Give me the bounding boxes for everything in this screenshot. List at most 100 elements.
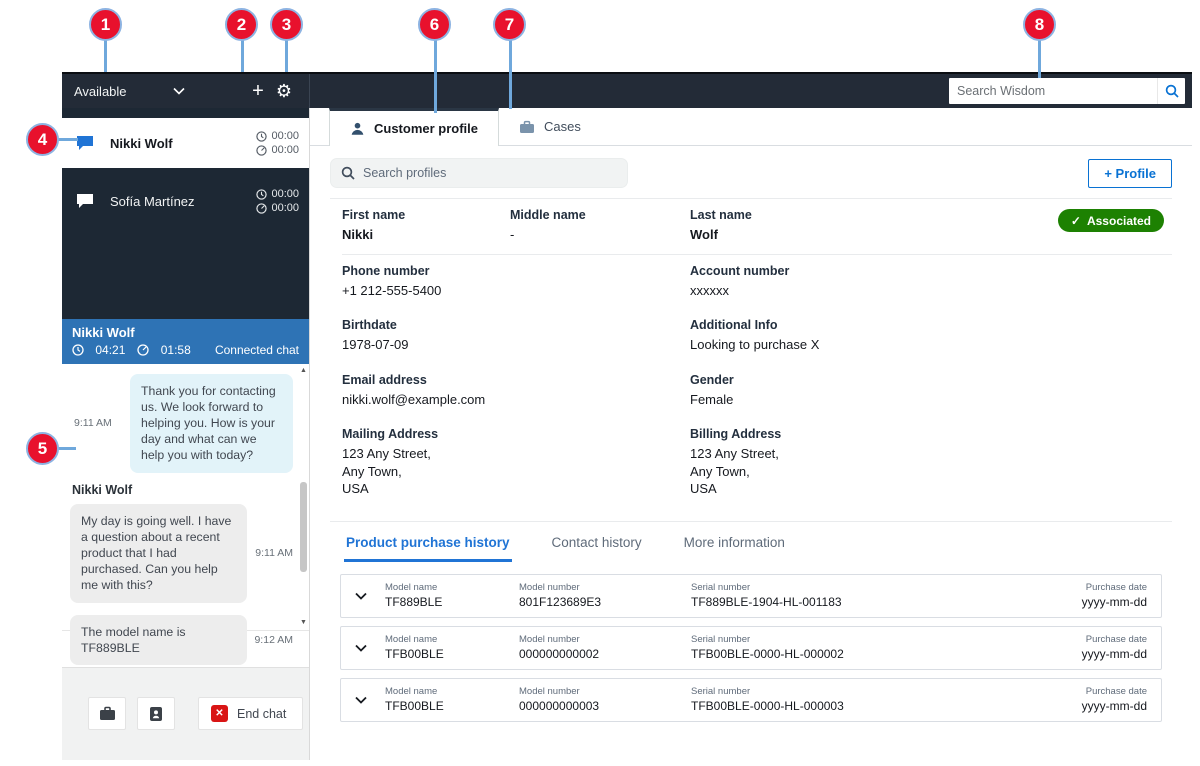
search-icon [341,166,355,180]
end-chat-x-icon: ✕ [211,705,228,723]
profile-search-box[interactable] [330,158,628,188]
contact-list-item-sofia[interactable]: Sofía Martínez 00:00 00:00 [62,176,309,226]
contact-list-item-nikki[interactable]: Nikki Wolf 00:00 00:00 [62,118,309,168]
divider [330,198,1172,199]
scroll-up-icon[interactable]: ▲ [300,366,307,374]
chevron-down-icon[interactable] [355,644,371,652]
field-first-name: First name Nikki [342,208,406,242]
field-additional-info: Additional Info Looking to purchase X [690,318,820,353]
tab-cases[interactable]: Cases [499,108,601,145]
tab-product-purchase-history[interactable]: Product purchase history [344,522,512,562]
agent-workspace-window: Available + ⚙ Nikki Wolf 00 [62,72,1192,760]
callout-stem [1038,40,1041,78]
chat-bubble-icon [76,193,94,209]
contact-timers: 00:00 00:00 [256,130,299,156]
message-timestamp: 9:12 AM [254,633,293,646]
chat-scrollbar[interactable]: ▲ ▼ [299,367,308,627]
purchase-row[interactable]: Model name TFB00BLE Model number 000000000… [340,625,1162,670]
search-icon[interactable] [1157,78,1185,104]
field-phone-number: Phone number +1 212-555-5400 [342,263,442,298]
callout-badge-2: 2 [225,8,258,41]
field-billing-address: Billing Address 123 Any Street, Any Town,… [690,427,782,497]
callout-badge-8: 8 [1023,8,1056,41]
add-profile-button[interactable]: + Profile [1088,158,1172,188]
active-chat-name: Nikki Wolf [72,324,135,340]
customer-message-bubble: The model name is TF889BLE [70,614,247,666]
callout-stem [58,138,78,141]
callout-badge-1: 1 [89,8,122,41]
field-email-address: Email address nikki.wolf@example.com [342,372,486,407]
main-tab-bar: Customer profile Cases [310,108,1192,146]
profile-search-input[interactable] [363,166,617,180]
spacer [62,226,309,319]
contact-card-icon [150,706,162,721]
hold-timer-icon [137,343,150,356]
customer-profile-button[interactable] [137,697,175,731]
new-contact-icon[interactable]: + [252,80,264,102]
associated-badge: ✓ Associated [1057,209,1164,232]
customer-message-bubble: My day is going well. I have a question … [70,503,247,603]
ccp-sidebar: Nikki Wolf 00:00 00:00 Sofía Martínez 00… [62,108,310,760]
history-tab-bar: Product purchase history Contact history… [330,520,1172,562]
profile-fields: ✓ Associated First name Nikki Middle name… [330,199,1172,508]
tab-more-information[interactable]: More information [683,534,785,550]
callout-badge-7: 7 [493,8,526,41]
tab-customer-profile[interactable]: Customer profile [329,108,500,146]
person-icon [351,122,364,135]
callout-stem [434,40,437,113]
callout-badge-5: 5 [26,432,59,465]
field-last-name: Last name Wolf [690,208,752,242]
clock-icon [256,130,268,142]
callout-stem [104,40,107,72]
chat-toolbar: ✕ End chat [62,666,309,760]
message-timestamp: 9:11 AM [255,547,293,560]
chevron-down-icon[interactable] [355,592,371,600]
field-birthdate: Birthdate 1978-07-09 [342,318,409,353]
agent-status-label[interactable]: Available [74,83,127,99]
callout-badge-4: 4 [26,123,59,156]
active-chat-header: Nikki Wolf 04:21 01:58 Connected chat [62,318,309,364]
callout-stem [58,447,76,450]
settings-gear-icon[interactable]: ⚙ [275,81,293,101]
agent-message-row: 9:11 AM Thank you for contacting us. We … [70,373,293,473]
field-gender: Gender Female [690,372,734,407]
wisdom-search-input[interactable] [949,84,1157,98]
clock-icon [72,343,84,356]
callout-stem [509,40,512,109]
hold-timer-icon [256,202,268,214]
scrollbar-thumb[interactable] [300,481,307,572]
briefcase-icon [99,706,115,721]
end-chat-button[interactable]: ✕ End chat [198,697,304,731]
clock-icon [256,188,268,200]
field-account-number: Account number xxxxxx [690,263,790,298]
tab-contact-history[interactable]: Contact history [551,534,642,550]
contact-timers: 00:00 00:00 [256,188,299,214]
chevron-down-icon[interactable] [355,696,371,704]
customer-message-row: The model name is TF889BLE 9:12 AM [70,614,293,666]
hold-timer-icon [256,144,268,156]
customer-message-row: My day is going well. I have a question … [70,503,293,603]
wisdom-search-box[interactable] [949,78,1185,104]
chevron-down-icon[interactable] [172,87,185,95]
purchase-row[interactable]: Model name TF889BLE Model number 801F12368… [340,573,1162,618]
callout-badge-3: 3 [270,8,303,41]
contact-name: Sofía Martínez [110,193,195,209]
callout-stem [241,40,244,72]
check-icon: ✓ [1070,213,1081,228]
purchase-history-list: Model name TF889BLE Model number 801F12368… [340,573,1162,722]
purchase-row[interactable]: Model name TFB00BLE Model number 000000000… [340,677,1162,722]
cases-icon [520,120,535,133]
contact-name: Nikki Wolf [110,135,173,151]
message-timestamp: 9:11 AM [74,417,112,430]
field-middle-name: Middle name - [510,208,586,242]
scroll-down-icon[interactable]: ▼ [300,618,307,626]
chat-bubble-icon [76,135,94,151]
agent-status-control[interactable]: Available + ⚙ [62,74,310,108]
customer-sender-name: Nikki Wolf [72,482,133,497]
callout-badge-6: 6 [418,8,451,41]
callout-stem [285,40,288,72]
field-mailing-address: Mailing Address 123 Any Street, Any Town,… [342,427,439,497]
chat-transcript: 9:11 AM Thank you for contacting us. We … [62,363,309,666]
quick-connects-button[interactable] [88,697,126,731]
